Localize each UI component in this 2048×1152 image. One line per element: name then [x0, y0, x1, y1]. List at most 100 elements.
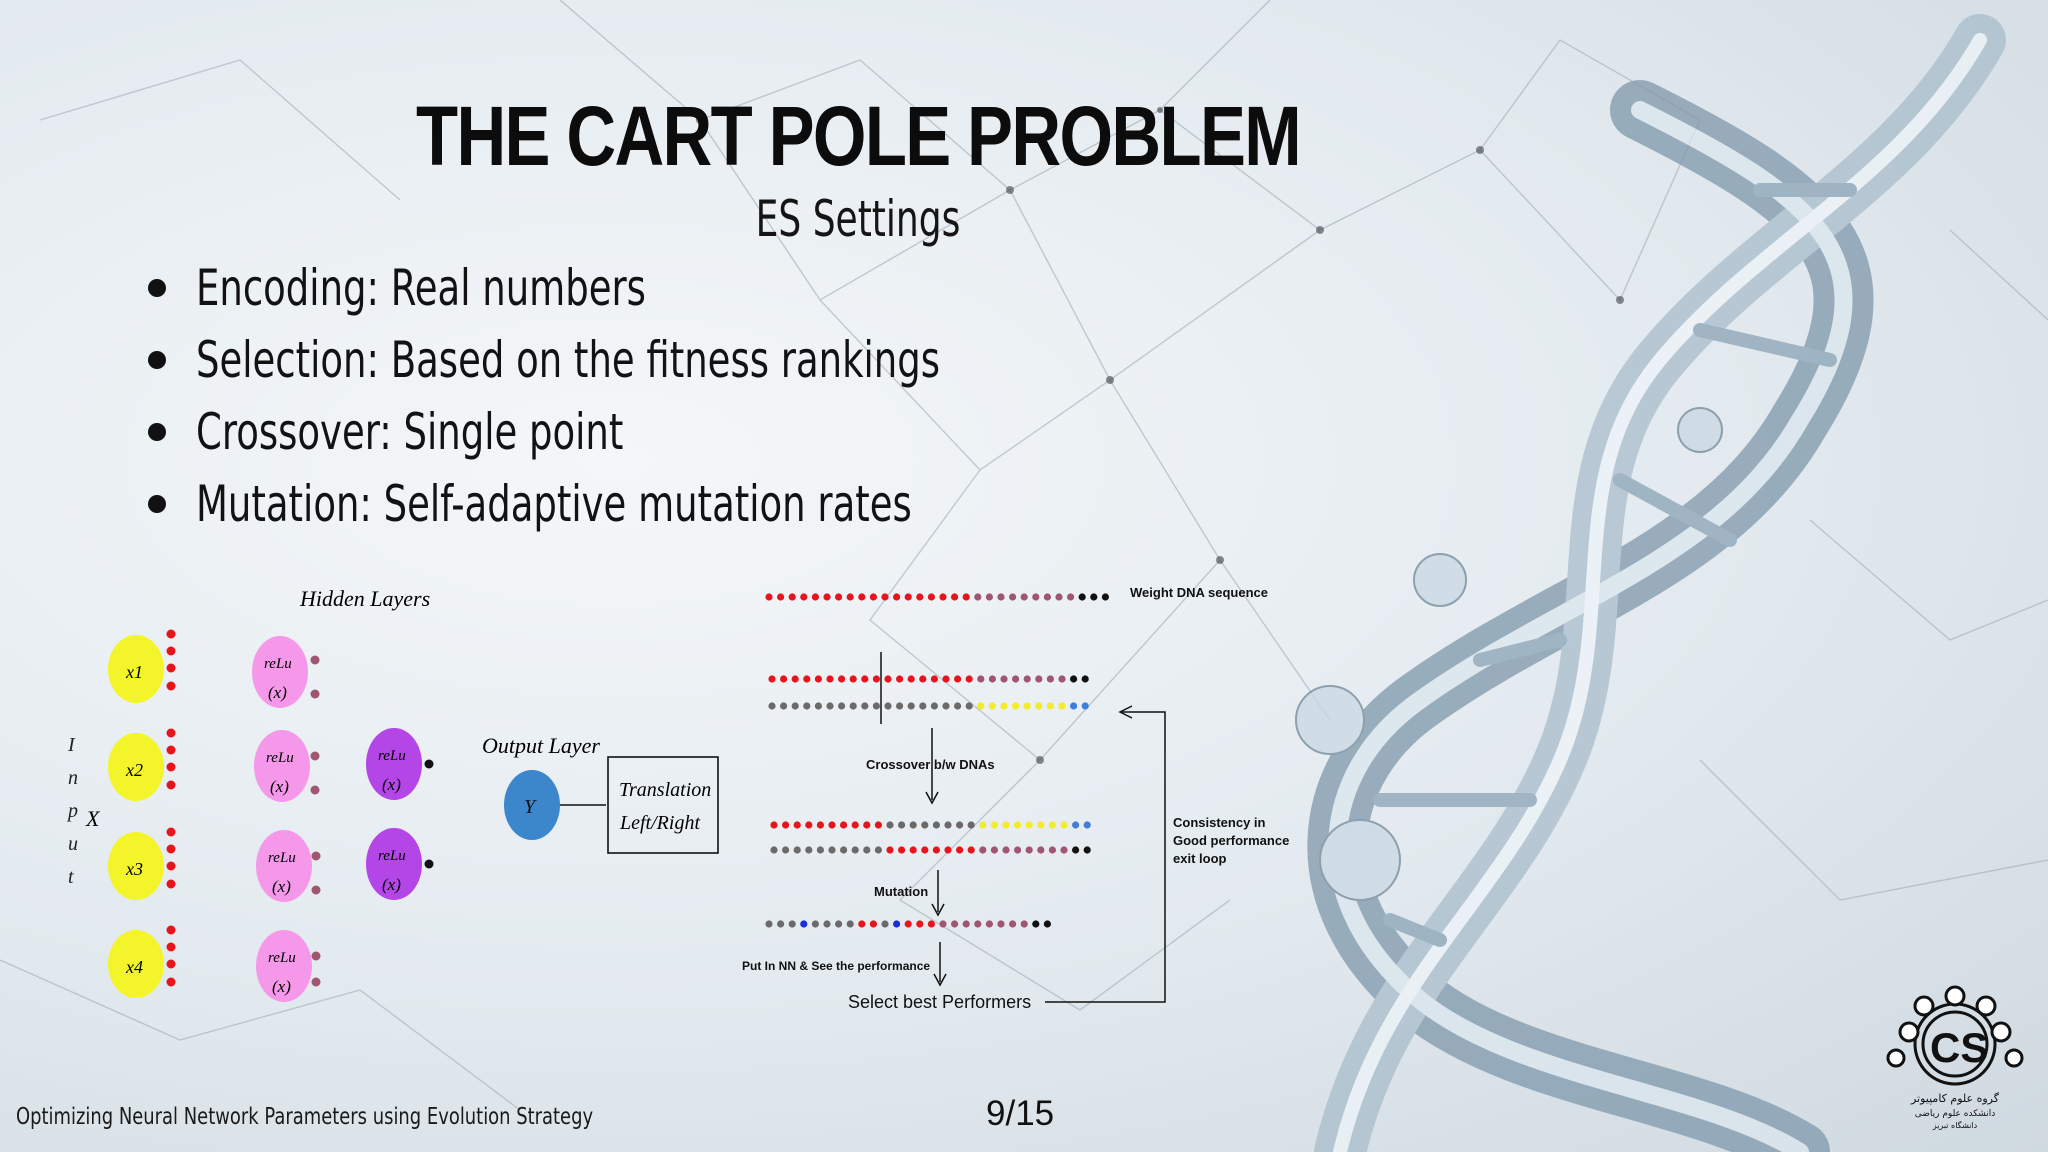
dna-bead [1072, 821, 1080, 829]
dna-bead [828, 821, 836, 829]
dna-bead [927, 920, 936, 928]
dna-bead [942, 702, 950, 710]
bullet-dot [148, 423, 166, 441]
translation-line-1: Translation [619, 779, 711, 801]
bullet-dot [148, 495, 166, 513]
output-node: Y [504, 770, 560, 840]
dna-bead [793, 846, 801, 854]
dna-bead [1043, 920, 1051, 928]
crossover-label: Crossover b/w DNAs [866, 757, 995, 772]
dna-bead [849, 675, 857, 683]
bullet-dot [148, 279, 166, 297]
dna-bead [951, 593, 959, 601]
input-node-label: x2 [125, 760, 143, 780]
dna-bead [967, 821, 975, 829]
dna-bead [990, 821, 999, 829]
dna-bead [1032, 593, 1040, 601]
dna-bead [967, 846, 975, 854]
input-letter: p [66, 800, 78, 822]
dna-bead [788, 593, 796, 601]
relu-node: reLu (x) [366, 728, 434, 800]
dna-bead [1025, 821, 1033, 829]
dna-bead [1101, 593, 1109, 601]
dna-bead [927, 593, 936, 601]
bullet-crossover: Crossover: Single point [148, 396, 1201, 468]
dna-bead [1000, 702, 1008, 710]
dna-bead [921, 821, 929, 829]
slide-subtitle: ES Settings [755, 190, 961, 248]
dna-bead [1083, 846, 1091, 854]
dna-bead [1014, 846, 1022, 854]
dna-bead [932, 821, 941, 829]
dna-bead [782, 846, 790, 854]
dna-bead [884, 675, 892, 683]
dna-bead [954, 675, 962, 683]
relu-arg: (x) [382, 875, 401, 894]
dna-bead [985, 593, 994, 601]
dna-bead [816, 821, 825, 829]
relu-node: reLu (x) [366, 828, 434, 900]
dna-bead [814, 702, 823, 710]
dna-bead [800, 593, 808, 601]
dna-bead [1009, 593, 1017, 601]
dna-bead [777, 920, 785, 928]
dna-bead [816, 846, 825, 854]
dna-bead [1043, 593, 1051, 601]
dna-bead [874, 821, 883, 829]
relu-node: reLu (x) [252, 636, 320, 708]
dna-bead [979, 821, 987, 829]
dna-bead [884, 702, 892, 710]
weight-dna-label: Weight DNA sequence [1130, 585, 1268, 600]
dna-bead [1012, 675, 1020, 683]
dna-bead [765, 920, 773, 928]
dna-bead [909, 821, 917, 829]
dna-bead [1023, 675, 1031, 683]
dna-bead [805, 821, 813, 829]
slide-title: THE CART POLE PROBLEM [416, 89, 1302, 183]
relu-label: reLu [264, 656, 292, 672]
dna-bead [896, 675, 904, 683]
dna-bead [1002, 821, 1010, 829]
relu-arg: (x) [268, 683, 287, 702]
logo-caption-1: گروه علوم کامپیوتر [1910, 1092, 2000, 1105]
dna-bead [956, 821, 964, 829]
bullet-text: Selection: Based on the fitness rankings [196, 331, 941, 389]
input-node: x1 [108, 629, 176, 703]
dna-bead [768, 702, 776, 710]
dna-bead [1083, 821, 1091, 829]
dna-bead [782, 821, 790, 829]
dna-bead [974, 593, 982, 601]
dna-bead [916, 920, 924, 928]
dna-bead [765, 593, 773, 601]
dna-bead [896, 702, 904, 710]
dna-bead [965, 675, 973, 683]
dna-bead [1046, 702, 1054, 710]
input-x-label: X [85, 806, 101, 831]
relu-label: reLu [378, 848, 406, 864]
relu-node: reLu (x) [256, 830, 321, 902]
dna-bead [1032, 920, 1040, 928]
dna-bead [1012, 702, 1020, 710]
dna-bead [997, 593, 1005, 601]
dna-bead [814, 675, 823, 683]
dna-bead [1078, 593, 1086, 601]
dna-bead [962, 920, 970, 928]
dna-bead [907, 675, 915, 683]
bullet-selection: Selection: Based on the fitness rankings [148, 324, 1201, 396]
dna-bead [793, 821, 801, 829]
dna-bead [1048, 846, 1056, 854]
dna-bead [919, 702, 927, 710]
dna-bead [886, 821, 894, 829]
consistency-line-1: Consistency in [1173, 815, 1266, 830]
dna-bead [872, 702, 881, 710]
dna-bead [791, 675, 799, 683]
dna-bead [1081, 675, 1089, 683]
input-letter: u [68, 833, 78, 855]
relu-arg: (x) [270, 777, 289, 796]
dna-bead [944, 846, 952, 854]
dna-bead [1023, 702, 1031, 710]
dna-bead [791, 702, 799, 710]
flow-arrows [880, 652, 1166, 1003]
